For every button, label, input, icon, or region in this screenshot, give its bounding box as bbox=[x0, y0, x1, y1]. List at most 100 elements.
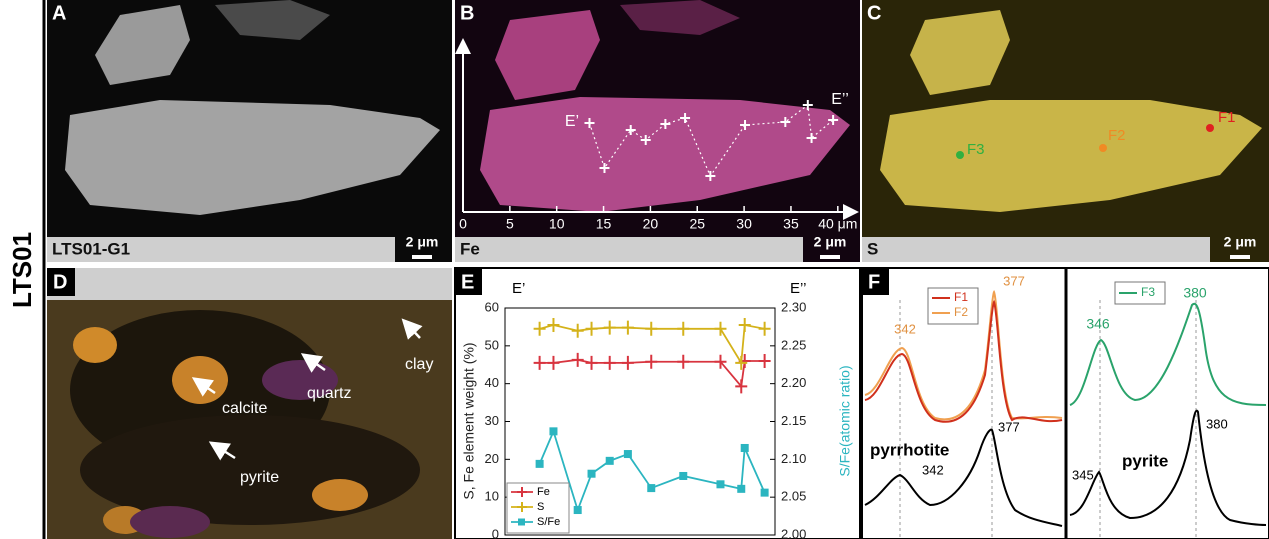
panel-letter: D bbox=[53, 271, 67, 293]
traverse-point bbox=[780, 117, 791, 127]
peak-label: 342 bbox=[894, 321, 916, 336]
y2-tick-label: 2.00 bbox=[781, 526, 806, 539]
marker bbox=[533, 355, 546, 370]
caption-bar bbox=[862, 237, 1210, 262]
caption: LTS01-G1 bbox=[52, 239, 130, 258]
region bbox=[73, 327, 117, 363]
legend bbox=[927, 287, 979, 325]
y2-tick-label: 2.10 bbox=[781, 451, 806, 466]
legend-label: Fe bbox=[537, 486, 550, 498]
spectrum bbox=[864, 299, 1063, 423]
marker bbox=[587, 469, 596, 478]
panel-letter: A bbox=[52, 2, 66, 24]
marker bbox=[549, 427, 558, 436]
y-tick-label: 60 bbox=[485, 299, 499, 314]
traverse bbox=[588, 103, 834, 178]
spectrum bbox=[864, 428, 1063, 527]
y-tick-label: 40 bbox=[485, 375, 499, 390]
y-tick-label: 10 bbox=[485, 489, 499, 504]
traverse-point bbox=[640, 135, 651, 145]
mineral-label: pyrite bbox=[1122, 451, 1168, 470]
spectrum bbox=[1069, 409, 1267, 526]
marker bbox=[571, 323, 584, 338]
caption: S bbox=[867, 239, 878, 258]
grain bbox=[880, 100, 1262, 212]
spectrum bbox=[1069, 302, 1267, 406]
marker bbox=[760, 488, 769, 497]
tick-label: 15 bbox=[596, 216, 612, 232]
legend-label: F3 bbox=[1141, 285, 1155, 299]
tick-label: 40 μm bbox=[818, 216, 857, 232]
traverse-point bbox=[584, 118, 595, 128]
start-label: E’ bbox=[565, 113, 579, 130]
y-axis-label: S, Fe element weight (%) bbox=[461, 342, 477, 499]
panel-a: LTS01-G1 2 μm A bbox=[47, 0, 452, 262]
y-tick-label: 50 bbox=[485, 337, 499, 352]
arrow bbox=[208, 441, 236, 461]
panel-letter: C bbox=[867, 2, 881, 24]
arrow bbox=[191, 377, 216, 397]
y2-tick-label: 2.25 bbox=[781, 337, 806, 352]
tick-label: 10 bbox=[549, 216, 565, 232]
end-label: E’’ bbox=[831, 91, 849, 108]
marker bbox=[738, 318, 751, 333]
panel-b: Fe 2 μm E’ E’’ B 0 5 10 15 20 25 30 35 40 μm bbox=[455, 0, 860, 262]
marker bbox=[714, 354, 727, 369]
marker bbox=[645, 354, 658, 369]
grain bbox=[495, 10, 600, 100]
point bbox=[956, 151, 964, 159]
peak-label: 345 bbox=[1072, 467, 1094, 482]
point-label: F1 bbox=[1218, 109, 1236, 126]
peak-label: 377 bbox=[998, 419, 1020, 434]
label: quartz bbox=[307, 385, 351, 402]
legend-marker bbox=[518, 518, 525, 526]
marker bbox=[535, 459, 544, 468]
grain bbox=[620, 0, 740, 35]
point-label: F2 bbox=[1108, 127, 1126, 144]
letter-box bbox=[863, 269, 889, 295]
grain bbox=[65, 100, 440, 215]
y2-tick-label: 2.30 bbox=[781, 299, 806, 314]
point bbox=[1206, 124, 1214, 132]
grain bbox=[910, 10, 1010, 95]
peak-label: 346 bbox=[1086, 316, 1110, 332]
marker bbox=[547, 318, 560, 333]
y2-axis-label: S/Fe(atomic ratio) bbox=[837, 365, 853, 476]
label: clay bbox=[405, 356, 433, 373]
marker bbox=[714, 321, 727, 336]
scale-label: 2 μm bbox=[1224, 234, 1257, 250]
legend bbox=[1114, 281, 1166, 305]
panel-letter: B bbox=[460, 2, 474, 24]
peak-label: 342 bbox=[922, 462, 944, 477]
peak-label: 377 bbox=[1003, 273, 1025, 288]
label: pyrite bbox=[240, 469, 279, 486]
caption-bar bbox=[455, 237, 803, 262]
panel-f: F F1 F2 342 377 pyrrhotite 342 377 F3 34… bbox=[861, 267, 1269, 539]
end-label: E’’ bbox=[790, 280, 806, 297]
traverse-point bbox=[705, 171, 716, 181]
legend-marker bbox=[517, 487, 527, 497]
tick-label: 30 bbox=[736, 216, 752, 232]
legend-label: F2 bbox=[954, 305, 968, 319]
y2-tick-label: 2.15 bbox=[781, 413, 806, 428]
marker bbox=[547, 355, 560, 370]
legend-label: F1 bbox=[954, 290, 968, 304]
marker bbox=[758, 353, 771, 368]
label: calcite bbox=[222, 400, 267, 417]
marker bbox=[735, 379, 748, 394]
tick-label: 35 bbox=[783, 216, 799, 232]
grain bbox=[95, 5, 190, 85]
arrow bbox=[401, 318, 423, 340]
letter-box bbox=[456, 269, 482, 295]
peak-label: 380 bbox=[1206, 416, 1228, 431]
point-label: F3 bbox=[967, 141, 985, 158]
region bbox=[312, 479, 368, 511]
point bbox=[1099, 144, 1107, 152]
tick-label: 0 bbox=[459, 216, 467, 232]
start-label: E’ bbox=[512, 280, 525, 297]
mineral-label: pyrrhotite bbox=[870, 440, 949, 459]
panel-d: D calcite quartz clay pyrite bbox=[47, 268, 452, 539]
marker bbox=[677, 321, 690, 336]
marker bbox=[571, 352, 584, 367]
traverse-point bbox=[828, 115, 839, 125]
